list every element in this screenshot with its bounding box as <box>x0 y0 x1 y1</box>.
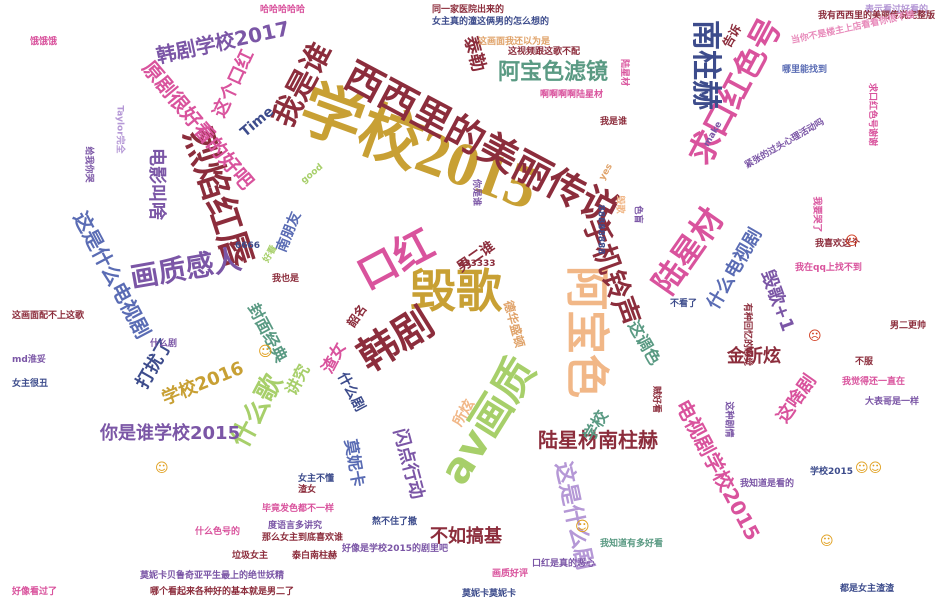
word: md淮妥 <box>12 355 46 365</box>
word: 这调色 <box>624 317 665 369</box>
word: 饿饿饿 <box>30 37 58 47</box>
word: 女主很丑 <box>12 379 49 389</box>
word: 你是谁学校2015 <box>100 423 241 444</box>
word: 哈哈哈哈哈 <box>260 5 306 15</box>
word: 韶名 <box>344 302 370 330</box>
grin-emoji-icon: ☺ <box>575 519 590 535</box>
word: 学校2015 <box>810 467 854 477</box>
word: 渣女 <box>298 485 317 495</box>
word: 金所炫 <box>727 346 781 367</box>
word: 毁歌 <box>410 264 502 318</box>
word: good <box>299 162 326 187</box>
word: 88888888 <box>595 204 606 255</box>
word: 贼好看 <box>651 385 662 414</box>
word: 我也是 <box>272 274 300 284</box>
word: 我知道有多好看 <box>600 539 664 549</box>
word: 这画面我还以为是 <box>478 37 551 47</box>
word: 女主不懂 <box>298 474 335 484</box>
word: 大表哥是一样 <box>865 397 920 407</box>
word: 莫妮卡莫妮卡 <box>462 589 517 599</box>
word: 表示看过好看的 <box>865 5 929 15</box>
word: 什么色号的 <box>195 527 241 537</box>
word: 泰白南柱赫 <box>292 551 338 561</box>
angry-emoji-icon: ☹ <box>808 329 822 344</box>
word: 韩剧学校2017 <box>153 16 292 68</box>
word: 不服 <box>855 357 874 367</box>
word: 233333 <box>458 259 496 269</box>
word: 毁歌+1 <box>756 267 799 335</box>
word: 好像看过了 <box>12 587 58 597</box>
word: 我是谁 <box>600 117 628 127</box>
word: 莫妮卡贝鲁奇亚平生最上的绝世妖精 <box>140 571 285 581</box>
word: 求口红色号谢谢 <box>867 82 878 147</box>
word: 画质好评 <box>492 569 529 579</box>
word: 电影叫啥 <box>146 148 167 220</box>
word: 毁歌 <box>614 195 625 214</box>
word: 熬不住了撒 <box>372 517 418 527</box>
word: 度语言多讲究 <box>268 521 323 531</box>
word: 我觉得还一直在 <box>842 377 906 387</box>
word: 紧张的过头心理活动吗 <box>743 117 827 171</box>
word: 女主真的潼这俩男的怎么想的 <box>432 17 550 27</box>
word: 好像是学校2015的剧里吧 <box>342 544 449 554</box>
word: 阿宝色滤镜 <box>498 60 609 85</box>
word: 电视剧学校2015 <box>670 395 765 545</box>
word: 什么剧 <box>334 369 368 415</box>
angry-emoji-icon: ☹ <box>845 234 859 249</box>
word: 陆星材 <box>619 58 630 87</box>
word: 垃圾女主 <box>232 551 269 561</box>
word: 色盲 <box>632 205 643 224</box>
word: 那么女主到底喜欢谁 <box>262 533 344 543</box>
word: 毕竟发色都不一样 <box>262 504 335 514</box>
word: 南柱赫 <box>688 20 723 110</box>
word: 都是女主渣渣 <box>840 584 895 594</box>
word: 这视频跟这歌不配 <box>508 47 581 57</box>
word: 这是什么剧 <box>549 459 598 573</box>
word: 不如搞基 <box>430 526 502 547</box>
word: 陆星材南柱赫 <box>538 428 658 452</box>
word: 这种剧情 <box>723 401 734 438</box>
word: 男二更帅 <box>890 321 927 331</box>
word: 不看了 <box>670 299 698 309</box>
word: 我知道是看的 <box>740 479 795 489</box>
word: 这啥剧 <box>772 370 821 427</box>
word: Taylor完全 <box>114 105 125 154</box>
word: yes <box>597 162 615 183</box>
word: 闪点行动 <box>389 426 428 502</box>
word: 画质感人 <box>127 242 244 295</box>
word: 6666 <box>235 241 261 251</box>
grin-emoji-icon: ☺☺ <box>855 461 883 476</box>
word: 我有西西里的美丽传说完整版 <box>818 11 936 21</box>
word: 这画面配不上这歌 <box>12 311 85 321</box>
word: 我在qq上找不到 <box>795 263 862 273</box>
word: 啊啊啊啊陆星材 <box>540 90 604 100</box>
word: Time <box>237 103 278 141</box>
grin-emoji-icon: ☺ <box>258 344 273 360</box>
word: 讲究 <box>281 361 314 399</box>
word: 学校2016 <box>159 357 247 410</box>
word: 这个口红 <box>208 46 259 121</box>
word: 莫妮卡 <box>340 437 369 489</box>
word: 什么剧 <box>150 339 178 349</box>
word: 有种回忆的感觉 <box>742 302 753 367</box>
word: 我要哭了 <box>811 196 822 233</box>
word: 南朋友 <box>273 209 305 255</box>
word: 同一家医院出来的 <box>432 5 505 15</box>
word: 我喜欢这个 <box>815 239 861 249</box>
word: 你是谁 <box>471 178 482 207</box>
word: 口红是真的恶心 <box>532 559 596 569</box>
word: 给我你哭 <box>83 146 94 183</box>
word: 哪个看起来各种好的基本就是男二了 <box>150 587 295 597</box>
grin-emoji-icon: ☺ <box>155 461 169 476</box>
word: 好看 <box>261 243 280 265</box>
word: 德华盛顿 <box>501 298 527 350</box>
grin-emoji-icon: ☺ <box>820 534 834 549</box>
word: 哪里能找到 <box>782 65 828 75</box>
